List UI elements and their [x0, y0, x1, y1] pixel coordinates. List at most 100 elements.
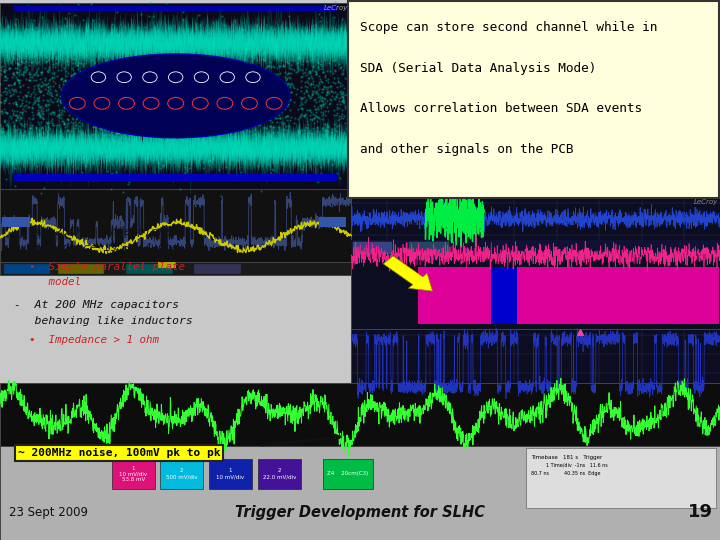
Point: [61, 122, 73, 130]
Point: [144, 102, 156, 110]
Point: [253, 26, 264, 35]
Point: [63, 87, 74, 96]
Point: [340, 137, 351, 146]
Point: [212, 145, 223, 153]
Point: [138, 89, 150, 98]
Point: [344, 29, 356, 37]
Point: [176, 8, 188, 17]
Point: [76, 94, 87, 103]
Point: [267, 166, 279, 175]
Point: [155, 57, 166, 65]
Point: [139, 44, 150, 53]
Point: [49, 33, 60, 42]
Point: [33, 110, 45, 119]
Point: [179, 113, 191, 122]
Point: [308, 86, 320, 95]
Point: [198, 100, 210, 109]
Point: [344, 61, 356, 70]
Point: [104, 87, 115, 96]
Point: [95, 96, 107, 105]
Point: [112, 71, 123, 79]
Point: [14, 76, 26, 85]
Point: [160, 73, 171, 82]
Point: [214, 121, 225, 130]
Point: [343, 159, 355, 167]
Point: [120, 61, 131, 70]
Point: [78, 105, 90, 114]
Point: [6, 73, 18, 82]
Point: [124, 70, 135, 78]
Point: [74, 89, 86, 97]
Point: [129, 68, 140, 77]
Point: [81, 109, 93, 118]
Point: [140, 79, 151, 87]
Point: [184, 52, 196, 60]
Point: [68, 4, 79, 12]
Point: [68, 70, 79, 79]
Point: [302, 88, 313, 97]
Point: [82, 53, 94, 62]
Point: [157, 161, 168, 170]
Point: [156, 82, 168, 90]
Point: [154, 96, 166, 105]
Point: [261, 106, 273, 115]
Point: [59, 95, 71, 104]
Bar: [2, 218, 30, 227]
Point: [309, 102, 320, 111]
Point: [236, 85, 248, 93]
Point: [112, 143, 124, 151]
Point: [151, 140, 163, 149]
Point: [106, 62, 117, 71]
Point: [295, 98, 307, 106]
Point: [219, 93, 230, 102]
Point: [163, 98, 174, 106]
Point: [81, 25, 93, 34]
Bar: [319, 218, 346, 227]
Point: [10, 139, 22, 147]
Point: [346, 73, 357, 82]
Point: [309, 141, 320, 150]
Point: [36, 51, 48, 60]
Point: [0, 52, 12, 61]
Point: [241, 73, 253, 82]
Point: [229, 44, 240, 53]
Point: [322, 131, 333, 140]
Point: [155, 95, 166, 104]
Point: [184, 174, 195, 183]
Point: [111, 147, 122, 156]
Point: [184, 109, 196, 118]
Point: [35, 188, 47, 197]
Point: [235, 71, 246, 80]
Point: [305, 44, 317, 52]
Point: [213, 98, 225, 106]
Point: [184, 98, 195, 107]
Point: [12, 63, 23, 72]
Point: [10, 116, 22, 124]
Point: [238, 87, 249, 96]
Point: [53, 100, 64, 109]
Point: [104, 72, 116, 81]
Point: [240, 91, 252, 100]
Text: model: model: [29, 277, 81, 287]
Point: [166, 78, 178, 86]
Point: [233, 102, 244, 110]
Point: [74, 92, 86, 101]
Point: [303, 144, 315, 153]
Point: [255, 98, 266, 106]
Point: [13, 60, 24, 69]
Point: [143, 80, 154, 89]
Point: [316, 64, 328, 73]
Point: [264, 122, 275, 131]
Point: [284, 80, 295, 89]
Point: [52, 37, 63, 46]
Point: [199, 91, 210, 100]
Point: [318, 84, 329, 93]
Point: [11, 112, 22, 120]
Point: [135, 109, 146, 117]
Point: [127, 92, 138, 101]
Point: [187, 83, 199, 91]
Point: [273, 90, 284, 99]
Point: [9, 124, 21, 133]
Point: [0, 66, 9, 75]
Point: [339, 104, 351, 112]
